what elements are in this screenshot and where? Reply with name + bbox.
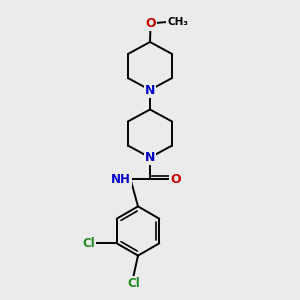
Text: NH: NH <box>111 172 131 186</box>
Text: N: N <box>145 151 155 164</box>
Text: O: O <box>145 17 156 30</box>
Text: N: N <box>145 83 155 97</box>
Text: Cl: Cl <box>82 237 95 250</box>
Text: O: O <box>170 172 181 186</box>
Text: Cl: Cl <box>127 277 140 290</box>
Text: CH₃: CH₃ <box>167 17 188 27</box>
